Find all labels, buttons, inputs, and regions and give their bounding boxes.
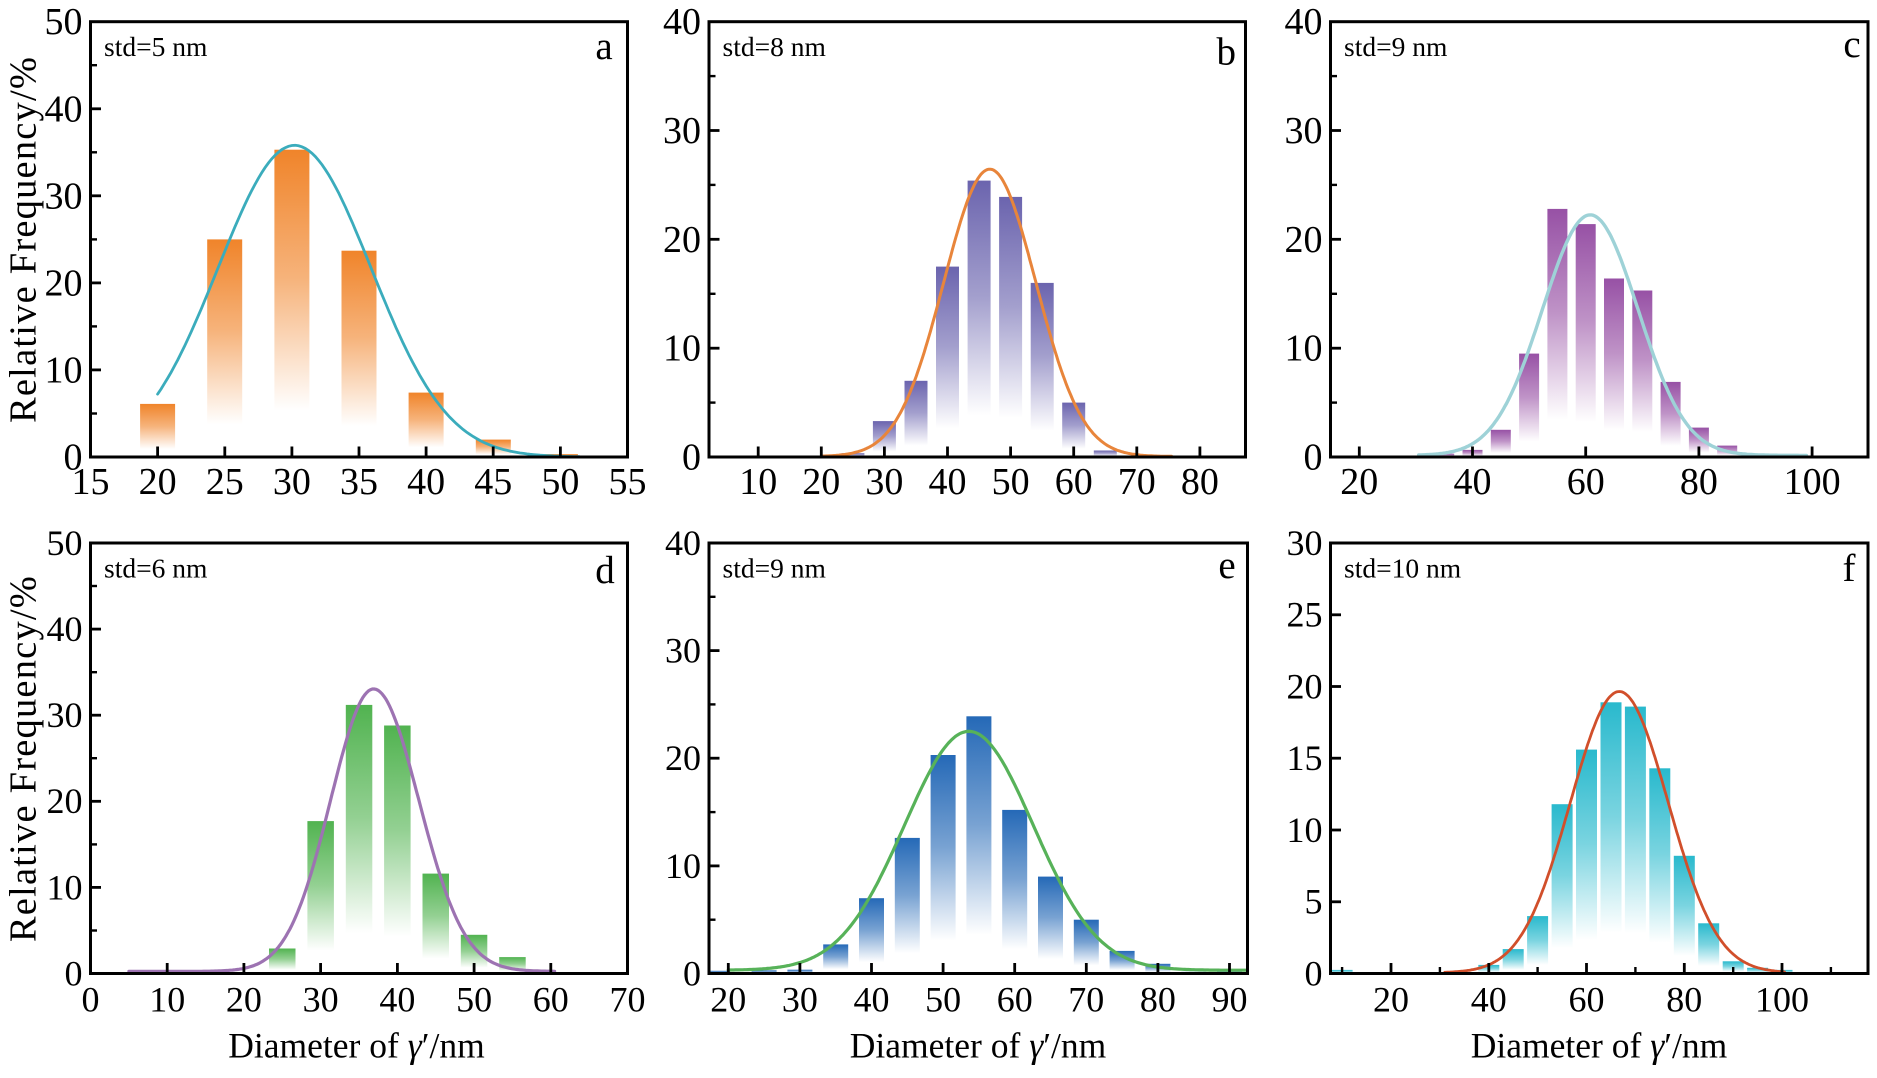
svg-text:5: 5 (1305, 882, 1323, 922)
svg-text:Diameter of γ′/nm: Diameter of γ′/nm (1471, 1026, 1728, 1066)
svg-text:10: 10 (663, 328, 701, 370)
svg-text:20: 20 (1340, 461, 1378, 503)
svg-text:std=6 nm: std=6 nm (104, 553, 207, 584)
svg-text:45: 45 (474, 461, 512, 503)
svg-text:50: 50 (456, 980, 492, 1020)
svg-text:15: 15 (1287, 738, 1323, 778)
svg-text:30: 30 (665, 631, 701, 671)
svg-text:Relative Frequency/%: Relative Frequency/% (3, 575, 45, 942)
svg-text:50: 50 (47, 523, 83, 563)
svg-text:30: 30 (663, 110, 701, 152)
svg-text:80: 80 (1666, 980, 1702, 1020)
svg-text:0: 0 (64, 437, 83, 479)
svg-text:20: 20 (1285, 219, 1323, 261)
svg-text:10: 10 (1285, 328, 1323, 370)
svg-text:30: 30 (47, 695, 83, 735)
svg-text:20: 20 (1373, 980, 1409, 1020)
svg-text:30: 30 (1287, 523, 1323, 563)
svg-text:60: 60 (533, 980, 569, 1020)
svg-text:40: 40 (1285, 1, 1323, 43)
svg-text:20: 20 (45, 262, 83, 304)
svg-text:f: f (1843, 547, 1856, 590)
svg-text:Relative Frequency/%: Relative Frequency/% (3, 56, 45, 423)
svg-text:60: 60 (1569, 980, 1605, 1020)
svg-text:std=5 nm: std=5 nm (104, 31, 207, 62)
svg-text:10: 10 (47, 867, 83, 907)
svg-text:70: 70 (1118, 461, 1156, 503)
svg-text:20: 20 (663, 219, 701, 261)
svg-text:50: 50 (992, 461, 1030, 503)
svg-text:20: 20 (802, 461, 840, 503)
svg-text:0: 0 (682, 437, 701, 479)
svg-text:0: 0 (1304, 437, 1323, 479)
svg-text:15: 15 (72, 461, 110, 503)
svg-text:40: 40 (1471, 980, 1507, 1020)
svg-text:40: 40 (379, 980, 415, 1020)
svg-text:50: 50 (45, 1, 83, 43)
svg-text:std=9 nm: std=9 nm (723, 553, 826, 584)
svg-text:60: 60 (1567, 461, 1605, 503)
svg-text:30: 30 (273, 461, 311, 503)
svg-text:0: 0 (82, 980, 100, 1020)
svg-text:25: 25 (1287, 595, 1323, 635)
svg-text:c: c (1843, 23, 1860, 66)
svg-text:10: 10 (149, 980, 185, 1020)
svg-text:80: 80 (1680, 461, 1718, 503)
svg-text:10: 10 (665, 846, 701, 886)
svg-text:20: 20 (710, 980, 746, 1020)
svg-text:80: 80 (1181, 461, 1219, 503)
svg-text:40: 40 (47, 609, 83, 649)
svg-text:40: 40 (1454, 461, 1492, 503)
svg-text:30: 30 (782, 980, 818, 1020)
svg-text:std=10 nm: std=10 nm (1344, 553, 1461, 584)
svg-text:20: 20 (47, 781, 83, 821)
svg-text:0: 0 (65, 953, 83, 993)
svg-text:30: 30 (303, 980, 339, 1020)
svg-text:0: 0 (683, 953, 701, 993)
svg-text:70: 70 (610, 980, 646, 1020)
svg-text:60: 60 (997, 980, 1033, 1020)
svg-text:40: 40 (665, 523, 701, 563)
svg-text:40: 40 (407, 461, 445, 503)
svg-text:30: 30 (865, 461, 903, 503)
svg-text:55: 55 (609, 461, 647, 503)
svg-text:60: 60 (1055, 461, 1093, 503)
svg-text:20: 20 (665, 738, 701, 778)
svg-text:20: 20 (139, 461, 177, 503)
svg-text:20: 20 (1287, 666, 1323, 706)
svg-text:30: 30 (45, 175, 83, 217)
svg-text:40: 40 (929, 461, 967, 503)
svg-text:70: 70 (1068, 980, 1104, 1020)
svg-text:50: 50 (925, 980, 961, 1020)
svg-text:100: 100 (1784, 461, 1841, 503)
svg-text:40: 40 (45, 88, 83, 130)
svg-text:0: 0 (1305, 953, 1323, 993)
svg-text:50: 50 (541, 461, 579, 503)
svg-text:10: 10 (45, 349, 83, 391)
svg-text:40: 40 (854, 980, 890, 1020)
svg-text:d: d (595, 549, 615, 592)
svg-text:e: e (1218, 544, 1235, 587)
svg-text:a: a (595, 25, 612, 68)
svg-text:10: 10 (1287, 810, 1323, 850)
svg-text:b: b (1217, 31, 1237, 74)
svg-text:35: 35 (340, 461, 378, 503)
svg-text:10: 10 (739, 461, 777, 503)
svg-text:std=9 nm: std=9 nm (1344, 31, 1447, 62)
svg-text:std=8 nm: std=8 nm (723, 31, 826, 62)
svg-text:20: 20 (226, 980, 262, 1020)
svg-text:30: 30 (1285, 110, 1323, 152)
svg-text:25: 25 (206, 461, 244, 503)
svg-text:90: 90 (1212, 980, 1248, 1020)
svg-text:Diameter of γ′/nm: Diameter of γ′/nm (228, 1026, 485, 1066)
svg-text:100: 100 (1755, 980, 1809, 1020)
svg-text:Diameter of γ′/nm: Diameter of γ′/nm (850, 1026, 1107, 1066)
svg-text:80: 80 (1140, 980, 1176, 1020)
svg-text:40: 40 (663, 1, 701, 43)
